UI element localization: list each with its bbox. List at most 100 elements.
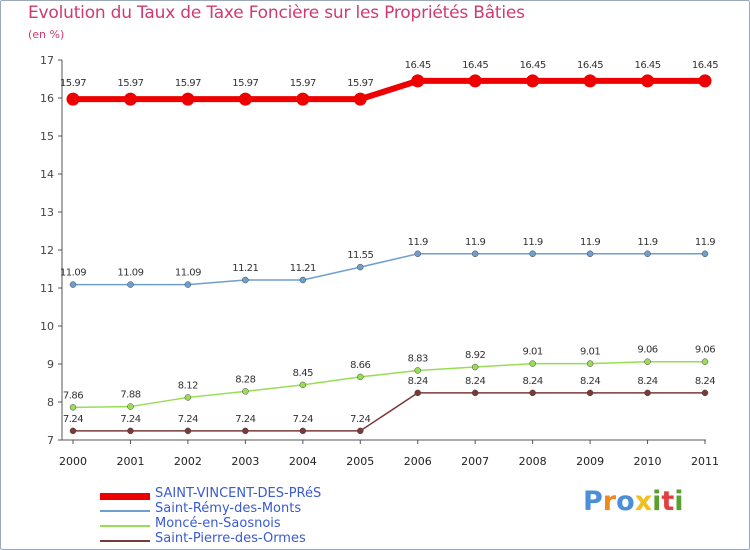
data-point <box>69 427 77 435</box>
data-point <box>127 427 134 435</box>
data-label: 7.88 <box>120 390 140 401</box>
data-label: 11.09 <box>175 268 201 279</box>
series-line-3 <box>72 360 705 409</box>
data-label: 11.9 <box>465 237 485 248</box>
data-point <box>357 427 364 435</box>
data-point <box>414 367 421 374</box>
data-label: 16.45 <box>405 60 431 71</box>
data-point <box>471 389 479 397</box>
legend-label: SAINT-VINCENT-DES-PRéS <box>155 486 322 501</box>
y-tick-label: 10 <box>40 320 54 333</box>
data-point <box>641 74 655 88</box>
data-label: 8.12 <box>178 380 198 391</box>
data-label: 8.66 <box>350 360 370 371</box>
data-label: 8.24 <box>523 376 543 387</box>
data-label: 11.55 <box>347 250 373 261</box>
data-label: 9.06 <box>637 345 657 356</box>
data-point <box>357 263 364 271</box>
data-point <box>701 389 709 397</box>
data-label: 15.97 <box>232 78 258 89</box>
data-point <box>644 358 651 365</box>
x-tick-label: 2003 <box>231 455 259 468</box>
logo-letter: r <box>602 486 617 517</box>
data-label: 8.83 <box>408 353 428 364</box>
y-tick-label: 14 <box>40 168 54 181</box>
data-label: 7.24 <box>293 414 313 425</box>
data-label: 15.97 <box>60 78 86 89</box>
data-point <box>411 74 425 88</box>
x-tick-label: 2009 <box>576 455 604 468</box>
logo-letter: t <box>661 486 675 517</box>
data-label: 11.9 <box>695 237 715 248</box>
data-label: 16.45 <box>462 60 488 71</box>
x-tick-label: 2006 <box>404 455 432 468</box>
data-point <box>299 276 307 284</box>
legend-swatch <box>100 510 150 512</box>
data-point <box>701 358 709 365</box>
legend-swatch <box>100 525 150 527</box>
y-tick-label: 13 <box>40 206 54 219</box>
data-label: 7.24 <box>178 414 198 425</box>
data-label: 11.21 <box>290 263 316 274</box>
data-point <box>526 74 540 88</box>
proxiti-logo: Proxiti <box>583 486 684 517</box>
data-label: 11.21 <box>232 263 258 274</box>
x-tick-label: 2007 <box>461 455 489 468</box>
data-point <box>184 281 192 288</box>
data-label: 15.97 <box>175 78 201 89</box>
data-point <box>586 250 594 258</box>
data-label: 11.9 <box>580 237 600 248</box>
y-tick-label: 12 <box>40 244 54 257</box>
data-point <box>698 74 712 88</box>
data-label: 16.45 <box>692 60 718 71</box>
data-point <box>242 427 249 435</box>
data-point <box>296 92 310 106</box>
y-tick-label: 9 <box>47 358 54 371</box>
data-label: 11.9 <box>637 237 657 248</box>
data-label: 8.24 <box>465 376 485 387</box>
data-point <box>184 394 192 401</box>
series-line-4 <box>73 392 705 432</box>
data-label: 15.97 <box>117 78 143 89</box>
data-point <box>583 74 597 88</box>
data-point <box>644 250 651 258</box>
x-tick-label: 2008 <box>519 455 547 468</box>
data-label: 8.45 <box>293 368 313 379</box>
y-tick-label: 16 <box>40 92 54 105</box>
chart-subtitle: (en %) <box>28 28 65 41</box>
data-label: 7.86 <box>63 390 83 401</box>
data-label: 8.24 <box>580 376 600 387</box>
logo-letter: o <box>616 486 635 517</box>
data-label: 9.06 <box>695 345 715 356</box>
x-tick-label: 2005 <box>346 455 374 468</box>
x-tick-label: 2004 <box>289 455 317 468</box>
legend-label: Saint-Pierre-des-Ormes <box>155 531 306 546</box>
legend-label: Moncé-en-Saosnois <box>155 516 281 531</box>
data-point <box>701 250 709 258</box>
data-point <box>66 92 80 106</box>
data-label: 11.09 <box>60 268 86 279</box>
data-label: 7.24 <box>350 414 370 425</box>
data-label: 8.24 <box>408 376 428 387</box>
y-tick-label: 8 <box>47 396 54 409</box>
data-label: 15.97 <box>347 78 373 89</box>
data-point <box>238 92 252 106</box>
x-tick-label: 2000 <box>59 455 87 468</box>
data-label: 8.24 <box>637 376 657 387</box>
data-label: 11.09 <box>117 268 143 279</box>
x-tick-label: 2011 <box>691 455 719 468</box>
y-tick-label: 15 <box>40 130 54 143</box>
data-label: 16.45 <box>634 60 660 71</box>
data-label: 7.24 <box>235 414 255 425</box>
series-line-1 <box>73 77 705 103</box>
logo-letter: i <box>652 486 662 517</box>
data-point <box>184 427 192 435</box>
data-point <box>586 389 594 397</box>
legend-label: Saint-Rémy-des-Monts <box>155 501 302 516</box>
data-label: 9.01 <box>523 347 543 358</box>
y-tick-label: 17 <box>40 54 54 67</box>
data-label: 7.24 <box>120 414 140 425</box>
data-point <box>529 250 536 258</box>
data-label: 7.24 <box>63 414 83 425</box>
data-point <box>242 388 249 395</box>
